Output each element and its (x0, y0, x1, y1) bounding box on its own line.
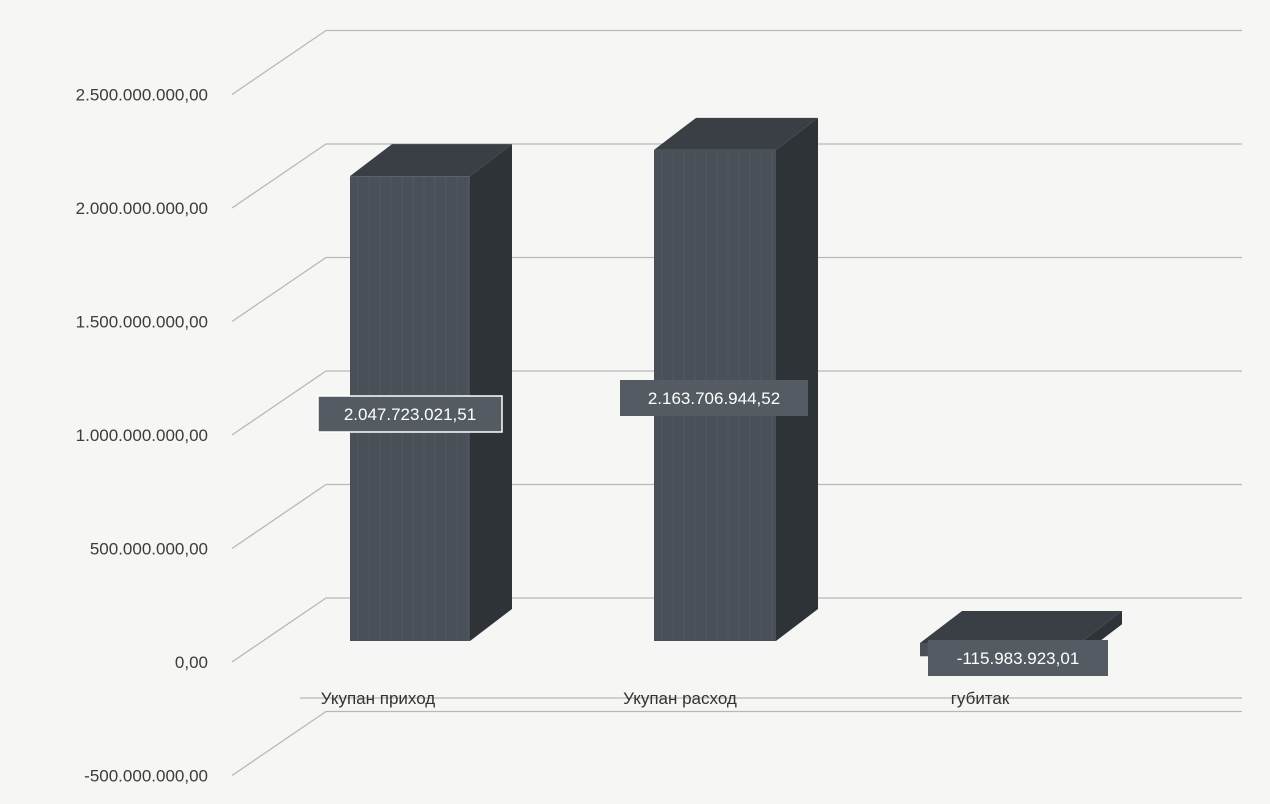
category-label: Укупан приход (321, 689, 435, 708)
bar-side-face (470, 144, 512, 641)
y-tick-label: 0,00 (175, 653, 208, 672)
y-tick-label: 2.500.000.000,00 (76, 86, 208, 105)
bar-ukupan-prihod (350, 144, 512, 641)
gridline-0 (231, 710, 1242, 777)
data-label: 2.047.723.021,51 (317, 395, 503, 433)
y-tick-label: -500.000.000,00 (84, 767, 208, 786)
bar-top-face (920, 611, 1122, 643)
y-tick-label: 2.000.000.000,00 (76, 199, 208, 218)
data-label-box (620, 380, 808, 416)
data-label-text: -115.983.923,01 (957, 649, 1080, 668)
data-label-box (928, 640, 1108, 676)
gridline-6 (231, 29, 1242, 96)
gridline-3 (231, 370, 1242, 436)
data-label-box (317, 395, 503, 433)
bar-top-face (654, 117, 818, 150)
bar-side-face (776, 117, 818, 642)
bar-ukupan-rashod (654, 117, 818, 642)
y-tick-label: 1.000.000.000,00 (76, 426, 208, 445)
gridline-2 (231, 483, 1242, 550)
data-label-text: 2.047.723.021,51 (344, 405, 476, 424)
category-labels: Укупан приход Укупан расход губитак (321, 689, 1010, 708)
data-label-text: 2.163.706.944,52 (648, 389, 780, 408)
data-label: -115.983.923,01 (928, 640, 1108, 676)
y-tick-label: 1.500.000.000,00 (76, 313, 208, 332)
y-tick-label: 500.000.000,00 (90, 540, 208, 559)
y-axis-tick-labels: -500.000.000,00 0,00 500.000.000,00 1.000.0… (76, 86, 208, 786)
gridline-5 (231, 143, 1242, 209)
category-label: губитак (951, 689, 1010, 708)
data-label: 2.163.706.944,52 (620, 380, 808, 416)
gridline-4 (231, 256, 1242, 323)
category-label: Укупан расход (623, 689, 737, 708)
data-labels: 2.047.723.021,51 2.163.706.944,52 -115.983… (317, 380, 1108, 676)
bar-top-face (350, 144, 512, 177)
gridline-1 (231, 597, 1242, 663)
grid-lines (231, 29, 1242, 777)
